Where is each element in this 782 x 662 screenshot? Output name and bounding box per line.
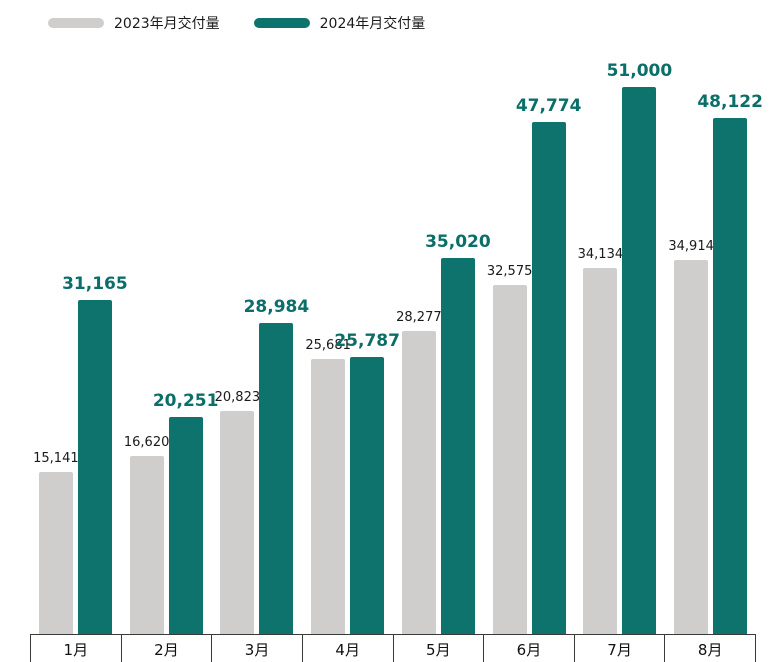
legend-item-2023: 2023年月交付量 (48, 13, 220, 33)
x-axis-label-month-2: 2月 (120, 635, 212, 662)
bar-2023-month-4 (311, 359, 346, 634)
x-axis-label-month-6: 6月 (483, 635, 574, 662)
legend-label-2024: 2024年月交付量 (319, 16, 426, 32)
bar-2024-month-8 (713, 118, 748, 634)
bar-2023-month-3 (220, 411, 255, 634)
bar-wrap-2023-month-3: 20,823 (215, 390, 260, 634)
x-axis-label-month-5: 5月 (392, 635, 484, 662)
legend-swatch-2024-icon (253, 18, 310, 28)
x-axis-label-month-7: 7月 (573, 635, 665, 662)
value-label-2023-month-2: 16,620 (123, 434, 170, 450)
x-axis-label-month-8: 8月 (664, 635, 756, 662)
bar-wrap-2023-month-8: 34,914 (668, 239, 714, 634)
month-group-7: 34,134 51,000 (575, 62, 672, 634)
value-label-2023-month-1: 15,141 (33, 450, 79, 466)
bar-wrap-2024-month-5: 35,020 (425, 233, 491, 634)
value-label-2023-month-8: 34,914 (668, 238, 714, 254)
month-group-2: 16,620 20,251 (121, 392, 218, 634)
bar-2023-month-2 (129, 456, 164, 634)
value-label-2023-month-7: 34,134 (577, 246, 624, 262)
month-group-8: 34,914 48,122 (665, 93, 763, 634)
value-label-2024-month-4: 25,787 (334, 331, 400, 352)
bar-wrap-2023-month-2: 16,620 (124, 435, 169, 634)
x-axis-label-month-4: 4月 (301, 635, 393, 662)
value-label-2024-month-1: 31,165 (62, 274, 128, 295)
bar-wrap-2024-month-3: 28,984 (244, 298, 309, 634)
value-label-2024-month-8: 48,122 (697, 92, 763, 113)
month-group-5: 28,277 35,020 (393, 233, 491, 634)
value-label-2023-month-5: 28,277 (396, 309, 442, 325)
value-label-2023-month-3: 20,823 (214, 389, 261, 405)
bar-2024-month-7 (622, 87, 657, 634)
grouped-bar-chart: 15,141 31,165 16,620 20,251 20,823 28,984 25,6… (30, 46, 763, 662)
value-label-2023-month-6: 32,575 (486, 263, 533, 279)
bar-wrap-2024-month-7: 51,000 (607, 62, 672, 634)
value-label-2024-month-5: 35,020 (425, 232, 491, 253)
month-group-1: 15,141 31,165 (30, 275, 128, 634)
month-group-6: 32,575 47,774 (484, 97, 581, 634)
month-group-4: 25,681 25,787 (302, 332, 400, 634)
bar-2023-month-6 (492, 285, 527, 634)
bar-2023-month-5 (401, 331, 436, 634)
x-axis: 1月 2月 3月 4月 5月 6月 7月 8月 (30, 635, 756, 662)
bar-2024-month-5 (440, 258, 475, 634)
plot-area: 15,141 31,165 16,620 20,251 20,823 28,984 25,6… (30, 46, 763, 635)
chart-legend: 2023年月交付量 2024年月交付量 (30, 14, 756, 32)
bar-wrap-2024-month-1: 31,165 (62, 275, 128, 634)
bar-2024-month-6 (531, 122, 566, 634)
x-axis-label-month-3: 3月 (211, 635, 302, 662)
bar-wrap-2023-month-1: 15,141 (33, 451, 79, 634)
legend-item-2024: 2024年月交付量 (253, 13, 426, 33)
bar-wrap-2023-month-5: 28,277 (396, 310, 442, 634)
value-label-2024-month-2: 20,251 (152, 391, 219, 412)
bar-wrap-2023-month-7: 34,134 (578, 247, 623, 634)
legend-swatch-2023-icon (48, 18, 104, 28)
value-label-2024-month-3: 28,984 (243, 297, 310, 318)
bar-wrap-2024-month-8: 48,122 (697, 93, 763, 634)
bar-wrap-2024-month-2: 20,251 (153, 392, 218, 634)
bar-2023-month-1 (38, 472, 73, 634)
legend-label-2023: 2023年月交付量 (114, 16, 220, 32)
bar-2023-month-8 (674, 260, 709, 634)
bar-2024-month-2 (168, 417, 203, 634)
month-group-3: 20,823 28,984 (212, 298, 309, 634)
bar-2024-month-3 (259, 323, 294, 634)
bar-2024-month-1 (77, 300, 112, 634)
value-label-2023-month-4: 25,681 (305, 337, 351, 353)
bar-wrap-2023-month-4: 25,681 (305, 338, 351, 634)
bar-2023-month-7 (583, 268, 618, 634)
value-label-2024-month-7: 51,000 (606, 61, 673, 82)
bar-wrap-2024-month-6: 47,774 (516, 97, 581, 634)
bar-wrap-2024-month-4: 25,787 (334, 332, 400, 634)
bar-2024-month-4 (350, 357, 385, 634)
value-label-2024-month-6: 47,774 (515, 96, 582, 117)
bar-wrap-2023-month-6: 32,575 (487, 264, 532, 634)
x-axis-label-month-1: 1月 (30, 635, 121, 662)
